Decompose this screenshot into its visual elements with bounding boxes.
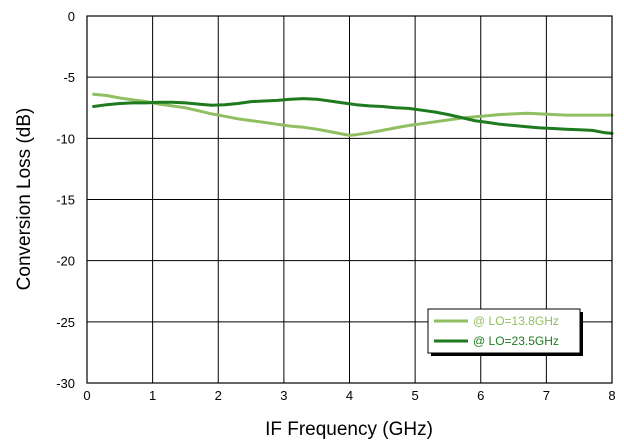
x-tick-labels: 0 1 2 3 4 5 6 7 8	[83, 388, 615, 403]
x-tick-label: 4	[346, 388, 353, 403]
y-tick-label: -20	[56, 254, 75, 269]
legend-box	[427, 308, 581, 354]
y-tick-label: -30	[56, 376, 75, 391]
x-tick-label: 8	[608, 388, 615, 403]
y-tick-label: -15	[56, 193, 75, 208]
series-line-1	[92, 97, 614, 135]
y-tick-label: -10	[56, 131, 75, 146]
x-tick-label: 1	[149, 388, 156, 403]
x-tick-label: 2	[215, 388, 222, 403]
series-lines	[92, 92, 614, 137]
x-axis-title: IF Frequency (GHz)	[265, 419, 433, 440]
plot-frame	[86, 15, 613, 384]
x-tick-label: 7	[543, 388, 550, 403]
y-axis-title: Conversion Loss (dB)	[14, 108, 35, 291]
grid	[86, 15, 613, 384]
legend-label-lo-23-5: @ LO=23.5GHz	[473, 334, 559, 348]
series-line-0	[92, 92, 614, 137]
x-tick-label: 5	[412, 388, 419, 403]
legend: @ LO=13.8GHz @ LO=23.5GHz	[427, 308, 583, 356]
y-tick-label: 0	[68, 9, 75, 24]
x-tick-label: 0	[83, 388, 90, 403]
y-tick-labels: 0 -5 -10 -15 -20 -25 -30	[56, 9, 75, 391]
y-tick-label: -25	[56, 315, 75, 330]
legend-label-lo-13-8: @ LO=13.8GHz	[473, 314, 559, 328]
x-tick-label: 6	[477, 388, 484, 403]
y-tick-label: -5	[63, 70, 75, 85]
x-tick-label: 3	[280, 388, 287, 403]
